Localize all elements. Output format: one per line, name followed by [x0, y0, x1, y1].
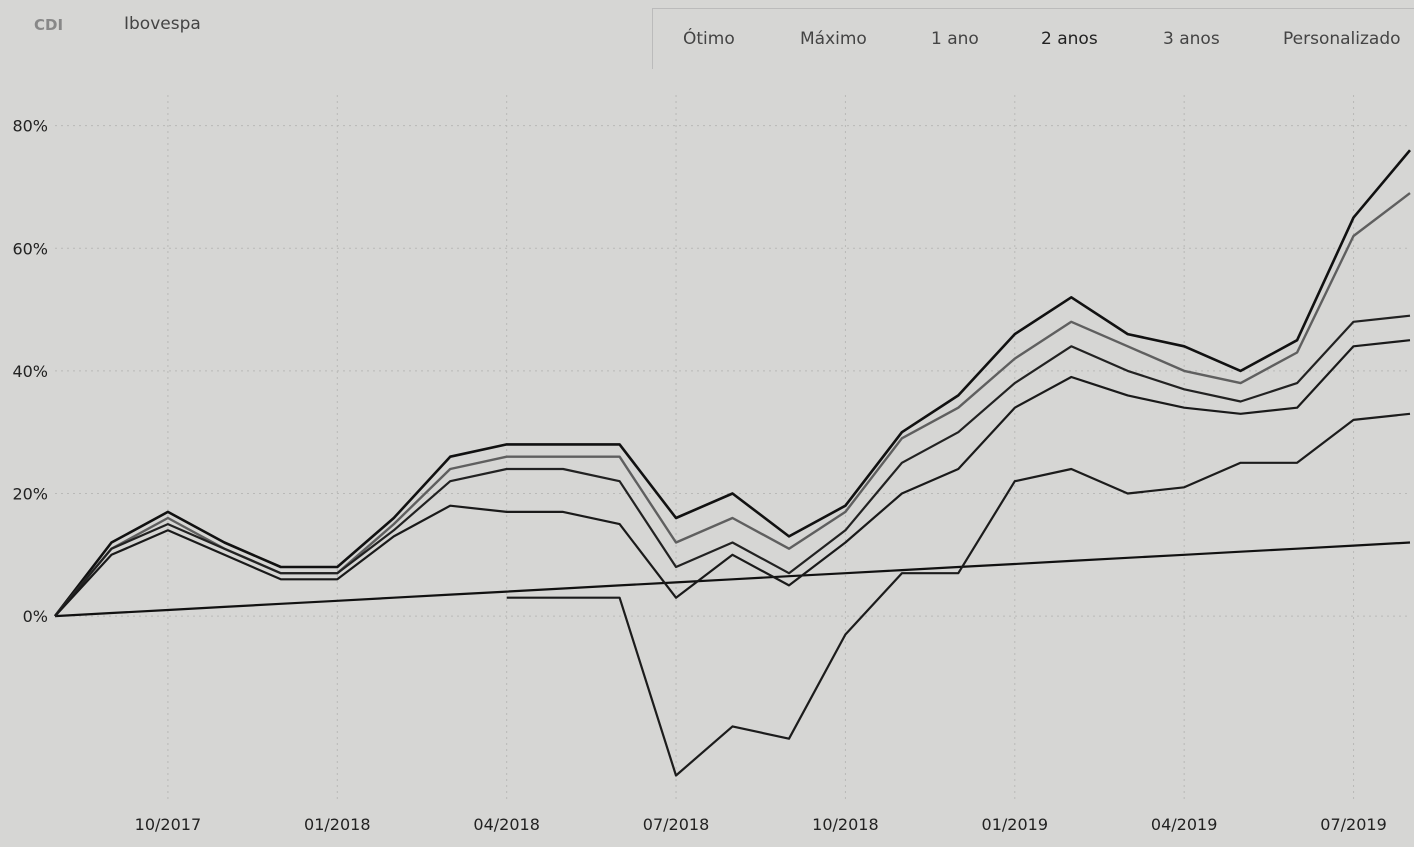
legend-item-ibovespa[interactable]: Ibovespa — [124, 14, 201, 34]
x-tick-label: 07/2018 — [643, 815, 709, 834]
y-tick-label: 0% — [23, 607, 48, 626]
series-line-1 — [53, 149, 1411, 617]
x-tick-label: 10/2017 — [135, 815, 201, 834]
x-axis: 10/2017 01/2018 04/2018 07/2018 10/2018 01/20… — [135, 815, 1387, 834]
series-line-cdi — [54, 541, 1411, 618]
chart-grid — [55, 95, 1410, 800]
range-button-otimo[interactable]: Ótimo — [683, 29, 735, 49]
y-tick-label: 80% — [12, 117, 48, 136]
legend-item-cdi[interactable]: CDI — [34, 16, 64, 34]
chart-series — [53, 149, 1411, 777]
series-line-5 — [506, 412, 1411, 777]
series-line-3 — [54, 314, 1411, 617]
range-button-1-ano[interactable]: 1 ano — [931, 29, 979, 49]
x-tick-label: 01/2019 — [982, 815, 1048, 834]
x-tick-label: 04/2018 — [473, 815, 539, 834]
range-selector: Ótimo Máximo 1 ano 2 anos 3 anos Persona… — [652, 8, 1414, 69]
y-axis: 0% 20% 40% 60% 80% — [12, 117, 48, 626]
range-button-maximo[interactable]: Máximo — [800, 29, 867, 49]
range-button-personalizado[interactable]: Personalizado — [1283, 29, 1401, 49]
legend: CDI Ibovespa — [0, 0, 650, 55]
y-tick-label: 40% — [12, 362, 48, 381]
y-tick-label: 20% — [12, 484, 48, 503]
x-tick-label: 01/2018 — [304, 815, 370, 834]
range-button-3-anos[interactable]: 3 anos — [1163, 29, 1220, 49]
range-button-2-anos[interactable]: 2 anos — [1041, 29, 1098, 49]
x-tick-label: 07/2019 — [1320, 815, 1386, 834]
x-tick-label: 04/2019 — [1151, 815, 1217, 834]
y-tick-label: 60% — [12, 239, 48, 258]
series-line-4 — [54, 339, 1411, 617]
x-tick-label: 10/2018 — [812, 815, 878, 834]
